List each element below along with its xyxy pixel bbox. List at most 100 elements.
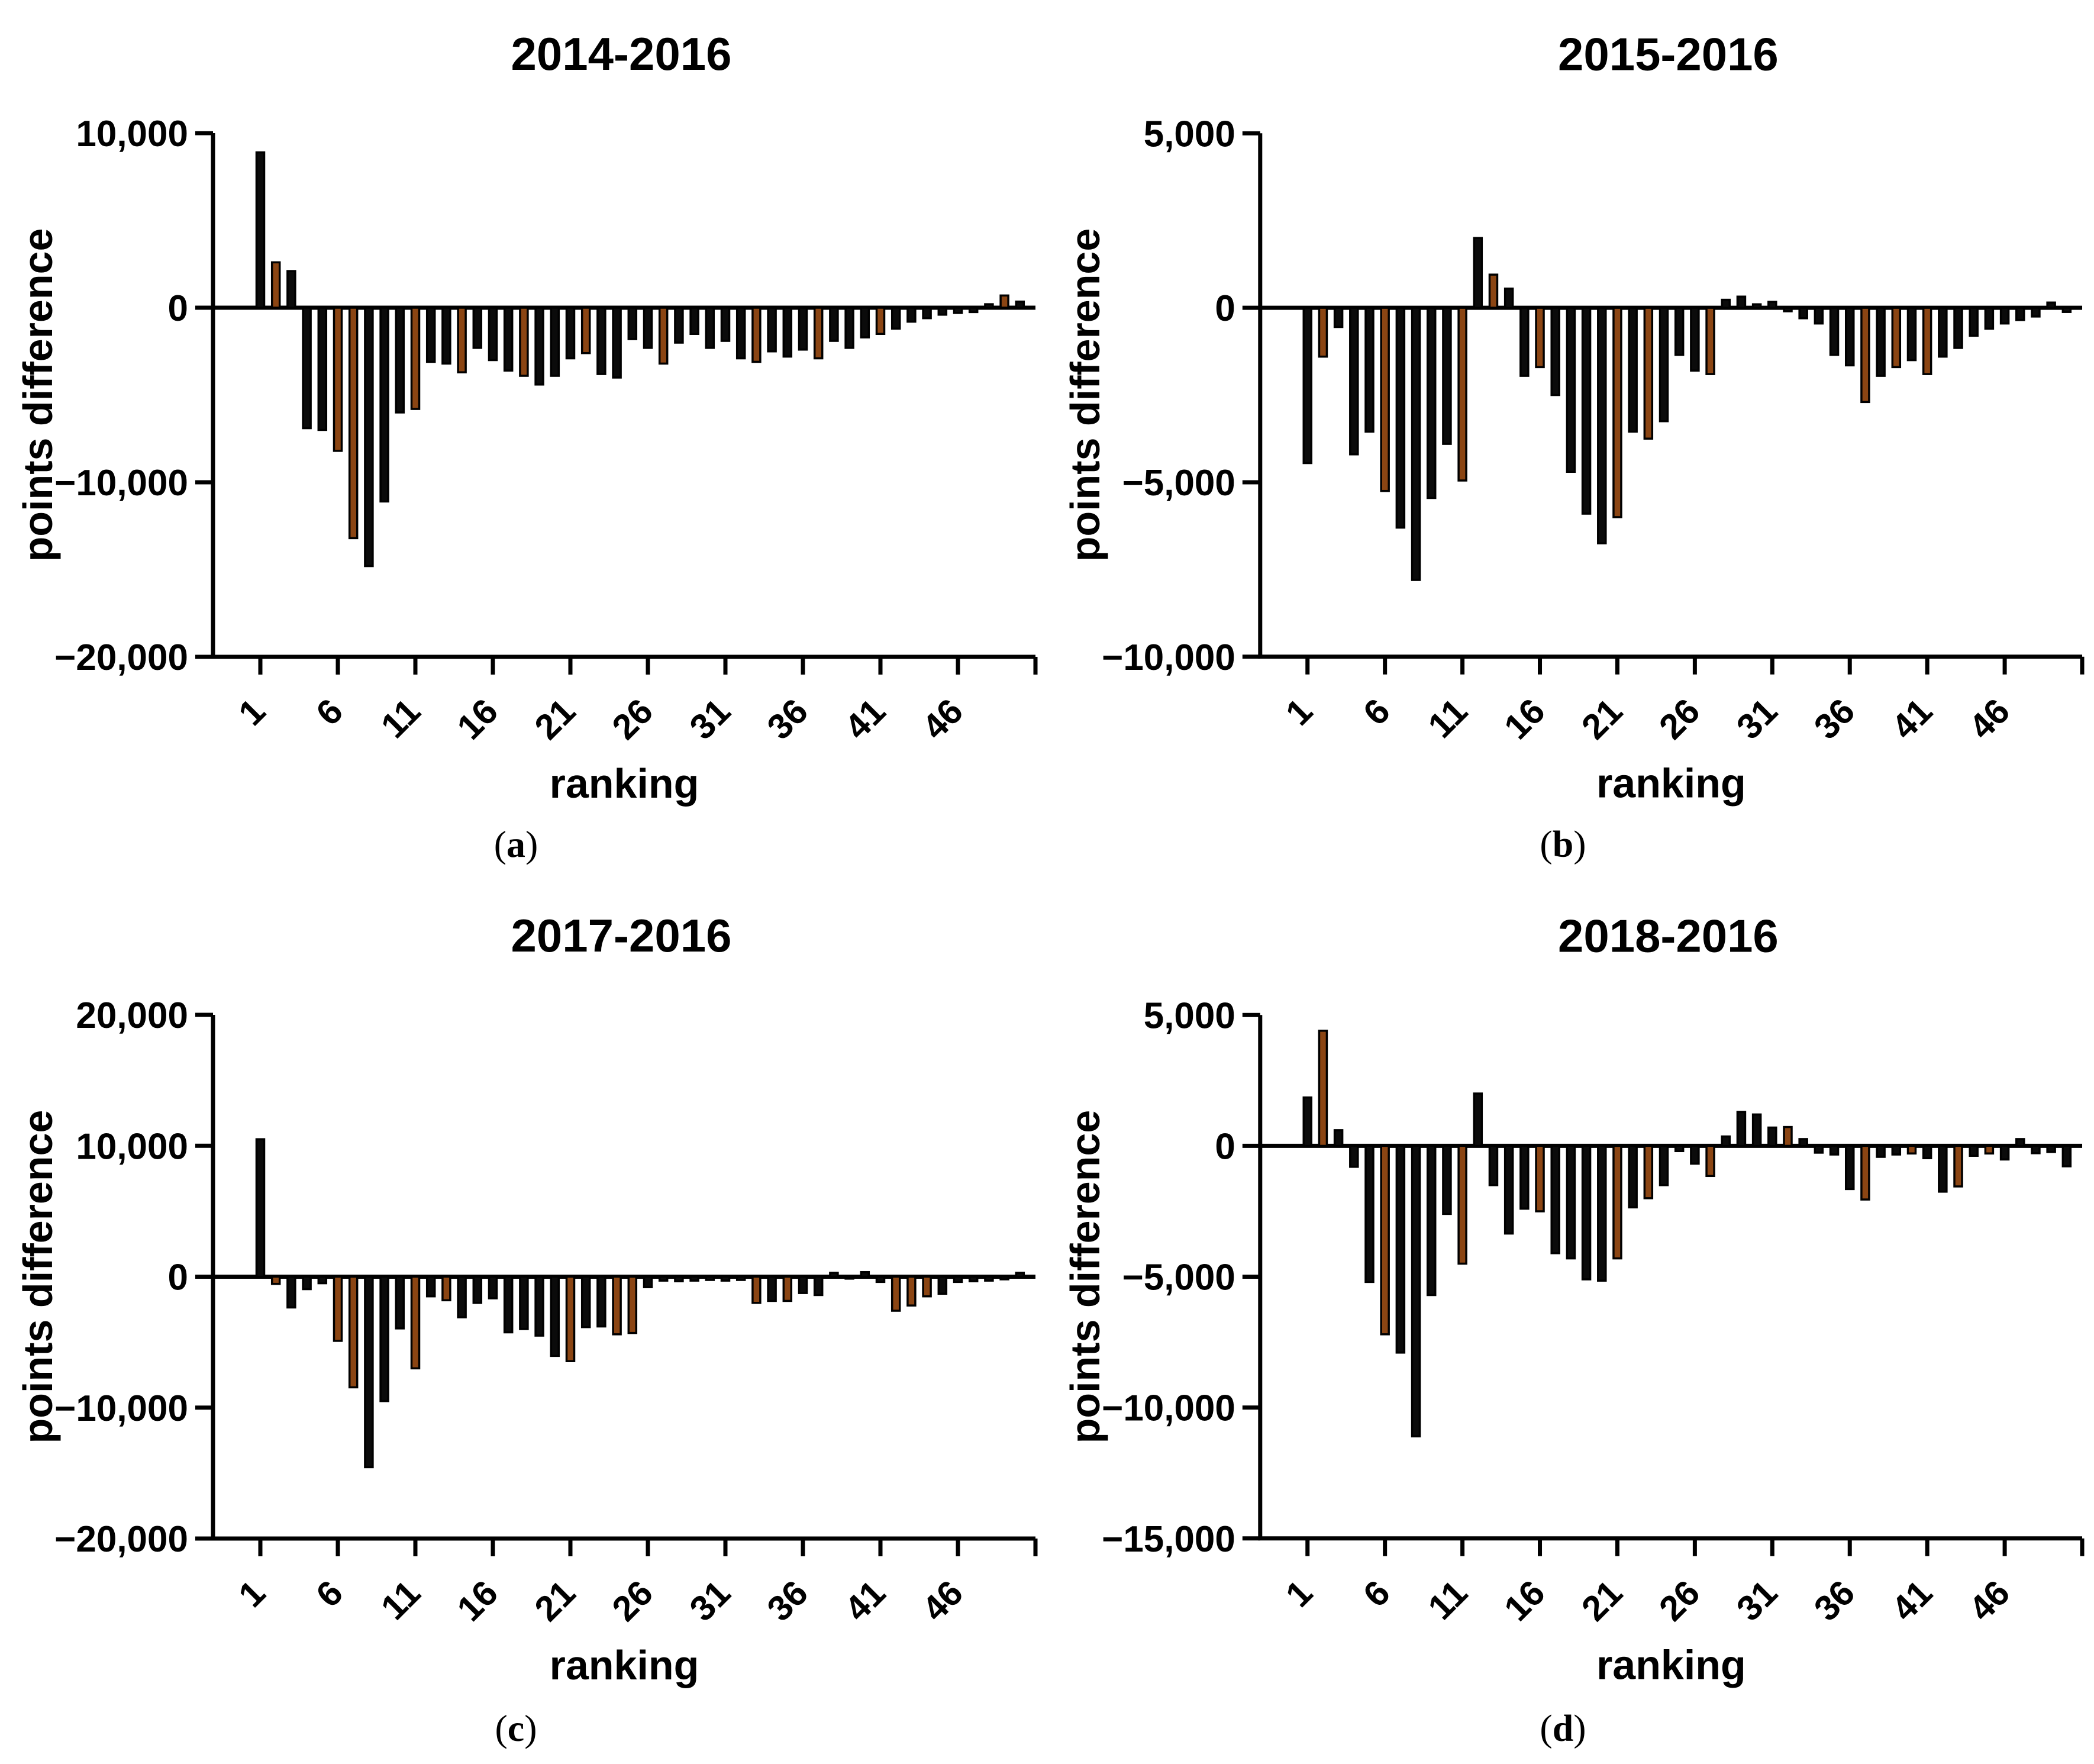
bar-rank-6 <box>333 1275 343 1342</box>
chart-title-a: 2014-2016 <box>511 28 731 80</box>
y-axis-label-a: points difference <box>15 228 61 562</box>
x-tick-label: 41 <box>1884 1573 1940 1629</box>
bar-rank-22 <box>580 307 591 354</box>
bar-rank-34 <box>767 307 777 353</box>
bar-rank-11 <box>410 1275 421 1370</box>
bar-rank-34 <box>767 1275 777 1302</box>
chart-c: 2017-2016 points difference 20,000 10,000… <box>15 910 1038 1749</box>
x-tick-label: 16 <box>1496 1573 1553 1629</box>
bar-rank-48 <box>2031 1144 2041 1154</box>
bar-rank-42 <box>1938 307 1948 358</box>
bar-rank-50 <box>2061 307 2072 313</box>
bar-rank-38 <box>1876 1144 1886 1158</box>
x-tick-label: 6 <box>1356 691 1398 733</box>
bar-rank-30 <box>1751 303 1762 309</box>
bar-rank-12 <box>425 1275 436 1298</box>
bar-rank-8 <box>364 1275 374 1469</box>
bar-rank-6 <box>1380 307 1390 492</box>
bar-rank-21 <box>565 1275 576 1362</box>
bar-rank-29 <box>689 307 699 335</box>
bar-rank-27 <box>1705 1144 1715 1178</box>
bar-rank-31 <box>720 307 731 342</box>
bar-rank-9 <box>379 307 389 503</box>
chart-title-c: 2017-2016 <box>511 910 731 962</box>
x-tick-label: 6 <box>308 691 350 733</box>
bar-rank-40 <box>860 307 870 338</box>
x-axis-label-d: ranking <box>1596 1642 1746 1688</box>
bar-rank-21 <box>1612 307 1622 518</box>
bar-rank-30 <box>705 1275 715 1281</box>
bar-rank-20 <box>1597 307 1607 544</box>
bar-rank-32 <box>735 1275 746 1281</box>
bar-rank-25 <box>627 1275 638 1334</box>
bar-rank-17 <box>503 1275 514 1334</box>
y-tick-label: 0 <box>168 288 188 329</box>
bar-rank-23 <box>1643 1144 1654 1199</box>
bar-rank-6 <box>333 307 343 452</box>
bar-rank-24 <box>1659 307 1669 423</box>
y-tick-label: 10,000 <box>76 114 188 154</box>
bar-rank-26 <box>643 307 653 349</box>
y-tick-label: 0 <box>168 1257 188 1298</box>
bar-rank-49 <box>2046 1144 2056 1153</box>
bar-rank-48 <box>984 1275 994 1282</box>
x-axis-label-c: ranking <box>550 1642 699 1688</box>
x-tick-label: 1 <box>1278 691 1320 733</box>
bar-rank-24 <box>612 307 622 379</box>
bar-rank-1 <box>255 151 266 309</box>
bar-rank-12 <box>425 307 436 363</box>
bar-rank-44 <box>1969 1144 1979 1157</box>
bar-rank-47 <box>2015 307 2025 321</box>
panel-c: 2017-2016 points difference 20,000 10,000… <box>0 882 1047 1764</box>
x-tick-label: 31 <box>682 691 738 747</box>
bar-rank-48 <box>2031 307 2041 318</box>
bar-rank-40 <box>1906 1144 1917 1154</box>
bar-rank-28 <box>1721 1135 1731 1147</box>
bar-rank-28 <box>1721 298 1731 309</box>
bar-rank-17 <box>1550 307 1560 396</box>
x-tick-label: 41 <box>837 691 893 747</box>
bar-rank-7 <box>1395 1144 1406 1354</box>
bar-rank-39 <box>1891 307 1902 369</box>
bar-rank-36 <box>798 1275 808 1294</box>
bar-rank-16 <box>1535 307 1545 369</box>
bar-rank-28 <box>674 307 684 344</box>
bar-rank-5 <box>1364 1144 1375 1284</box>
bar-rank-30 <box>1751 1113 1762 1147</box>
bar-rank-45 <box>937 307 948 316</box>
y-tick-label: −5,000 <box>1122 1257 1235 1298</box>
x-tick-label: 36 <box>760 1573 816 1629</box>
bar-rank-20 <box>550 1275 560 1357</box>
bar-rank-15 <box>1519 1144 1530 1210</box>
bar-rank-4 <box>302 1275 312 1291</box>
bar-rank-28 <box>674 1275 684 1282</box>
bar-rank-41 <box>875 307 886 335</box>
x-tick-label: 41 <box>837 1573 893 1629</box>
bar-rank-33 <box>1798 1138 1808 1147</box>
bar-rank-3 <box>286 1275 296 1309</box>
x-tick-label: 21 <box>527 1573 583 1629</box>
y-tick-label: 0 <box>1215 288 1235 329</box>
bar-rank-18 <box>1566 307 1576 473</box>
x-tick-label: 31 <box>1729 691 1785 747</box>
bar-rank-37 <box>1860 1144 1870 1201</box>
bar-rank-8 <box>1411 307 1421 581</box>
bar-rank-37 <box>813 1275 824 1297</box>
chart-a: 2014-2016 points difference 10,000 0 −10,0… <box>15 28 1038 865</box>
bar-rank-14 <box>1503 1144 1514 1235</box>
bar-rank-36 <box>798 307 808 351</box>
bar-rank-35 <box>782 307 793 358</box>
panel-sublabel-d: (d) <box>1540 1707 1586 1749</box>
bar-rank-43 <box>1953 307 1963 349</box>
bar-rank-19 <box>534 1275 544 1337</box>
bar-rank-23 <box>596 307 606 375</box>
bar-rank-19 <box>1581 307 1592 515</box>
x-axis-label-a: ranking <box>550 760 699 807</box>
bar-rank-24 <box>1659 1144 1669 1186</box>
bar-rank-1 <box>1302 1096 1312 1147</box>
bar-rank-13 <box>1488 273 1499 309</box>
panel-d: 2018-2016 points difference 5,000 0 −5,000… <box>1047 882 2094 1764</box>
